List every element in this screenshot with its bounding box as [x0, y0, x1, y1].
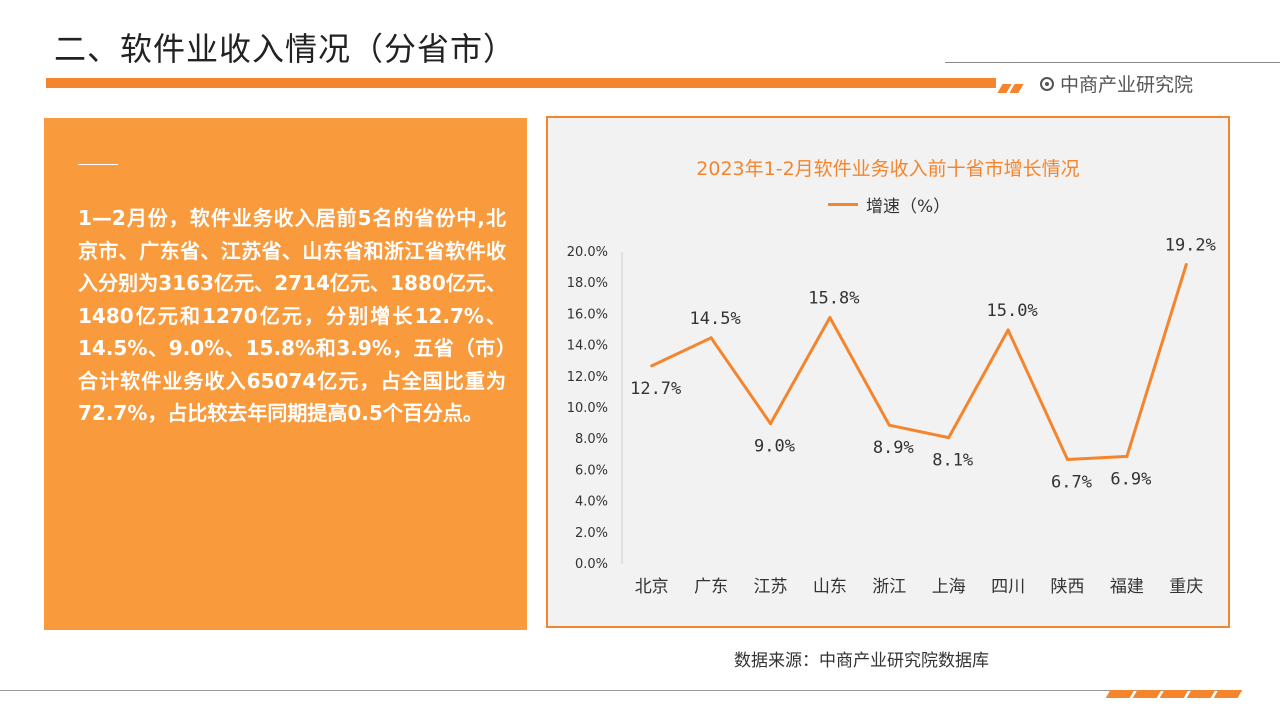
- legend-label: 增速（%）: [866, 197, 951, 217]
- data-point: [1066, 457, 1069, 461]
- y-tick-label: 20.0%: [567, 245, 608, 260]
- data-label: 8.9%: [873, 438, 914, 458]
- data-point: [887, 423, 891, 427]
- chart-plot: 0.0% 2.0% 4.0% 6.0% 8.0% 10.0% 12.0% 14.0% 16.0%…: [567, 235, 1216, 597]
- header-divider: [945, 62, 1280, 63]
- growth-chart: 2023年1-2月软件业务收入前十省市增长情况 增速（%） 0.0% 2.0% 4.…: [546, 116, 1230, 628]
- data-point: [947, 436, 951, 440]
- data-point: [1184, 262, 1188, 266]
- summary-text: 1—2月份，软件业务收入居前5名的省份中,北京市、广东省、江苏省、山东省和浙江省…: [78, 206, 506, 425]
- data-point: [1006, 328, 1010, 332]
- x-tick-label: 山东: [813, 577, 847, 597]
- x-tick-label: 北京: [635, 577, 669, 597]
- legend-swatch: [828, 203, 858, 206]
- data-source: 数据来源：中商产业研究院数据库: [734, 651, 989, 671]
- y-tick-label: 12.0%: [567, 370, 608, 385]
- brand-logo: 中商产业研究院: [1040, 70, 1193, 97]
- y-tick-label: 18.0%: [567, 276, 608, 291]
- y-tick-label: 10.0%: [567, 401, 608, 416]
- header-stripes: [997, 78, 1024, 97]
- footer-stripes: [1105, 683, 1243, 702]
- data-label: 6.7%: [1051, 472, 1092, 492]
- panel-dash: [78, 164, 118, 165]
- brand-name: 中商产业研究院: [1060, 74, 1194, 96]
- data-point: [650, 364, 654, 368]
- brand-circle-icon: [1040, 76, 1054, 91]
- data-point: [828, 316, 832, 320]
- footer-divider: [0, 690, 1230, 691]
- data-label: 12.7%: [630, 379, 681, 399]
- chart-title: 2023年1-2月软件业务收入前十省市增长情况: [696, 158, 1080, 180]
- data-point: [769, 422, 772, 426]
- y-tick-label: 2.0%: [575, 526, 608, 541]
- x-tick-label: 陕西: [1051, 577, 1085, 597]
- data-label: 6.9%: [1110, 469, 1151, 489]
- data-point: [709, 336, 713, 340]
- x-tick-label: 江苏: [754, 577, 788, 597]
- data-label: 9.0%: [754, 437, 795, 457]
- data-label: 19.2%: [1165, 235, 1216, 255]
- title-underline-bar: [46, 78, 996, 88]
- x-tick-label: 四川: [991, 577, 1025, 597]
- data-label: 15.0%: [987, 301, 1038, 321]
- chart-legend: 增速（%）: [828, 192, 950, 217]
- x-tick-label: 广东: [694, 577, 728, 597]
- y-tick-label: 6.0%: [575, 463, 608, 478]
- y-tick-label: 8.0%: [575, 432, 608, 447]
- y-tick-label: 16.0%: [567, 307, 608, 322]
- data-label: 15.8%: [808, 289, 859, 309]
- x-tick-label: 上海: [932, 577, 966, 597]
- y-tick-label: 4.0%: [575, 495, 608, 510]
- page-title: 二、软件业收入情况（分省市）: [54, 30, 517, 68]
- data-label: 14.5%: [690, 309, 741, 329]
- data-point: [1125, 454, 1129, 458]
- y-tick-label: 14.0%: [567, 339, 608, 354]
- data-label: 8.1%: [932, 451, 973, 471]
- x-tick-label: 浙江: [872, 577, 906, 597]
- x-tick-label: 福建: [1110, 577, 1144, 597]
- y-tick-label: 0.0%: [575, 557, 608, 572]
- x-tick-label: 重庆: [1169, 577, 1203, 597]
- series-line: [651, 264, 1188, 461]
- summary-panel: 1—2月份，软件业务收入居前5名的省份中,北京市、广东省、江苏省、山东省和浙江省…: [44, 118, 527, 630]
